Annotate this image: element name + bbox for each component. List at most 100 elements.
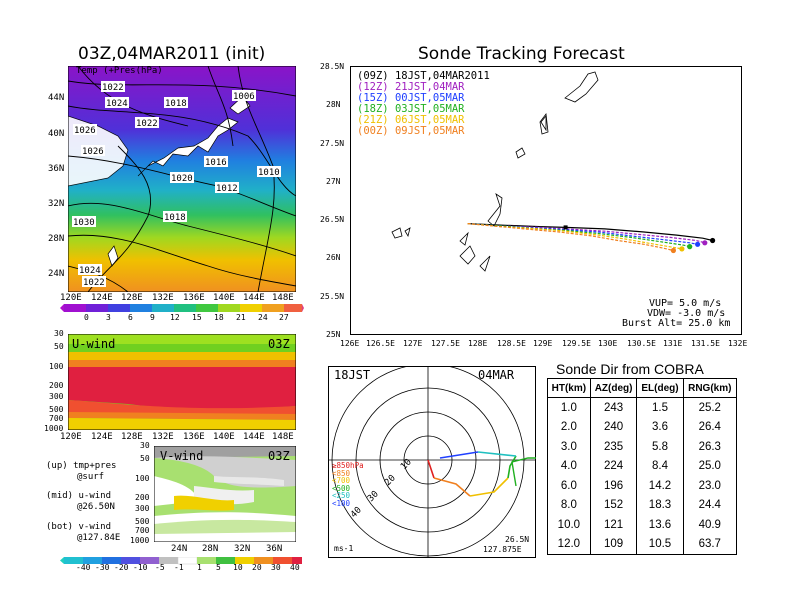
track-plot <box>350 66 742 335</box>
vwind-cb-tick: 10 <box>233 563 243 572</box>
table-cell: 25.0 <box>682 456 738 476</box>
map-lat-label: 40N <box>48 129 65 139</box>
track-endpoint <box>695 241 701 247</box>
legend-text: 06JST,05MAR <box>394 114 465 126</box>
table-cell: 13.6 <box>636 515 684 535</box>
track-lat-label: 28.5N <box>320 62 345 71</box>
isobar-label: 1012 <box>216 184 238 194</box>
temp-cb-tick: 15 <box>192 313 202 322</box>
polar-lon: 127.875E <box>483 545 522 554</box>
table-cell: 23.0 <box>682 476 738 496</box>
map-lon-label: 128E <box>121 293 143 303</box>
left-map-title: 03Z,04MAR2011 (init) <box>78 44 266 64</box>
legend-code: (00Z) <box>357 125 389 137</box>
isobar-label: 1022 <box>102 83 124 93</box>
isobar-label: 1026 <box>74 126 96 136</box>
isobar-label: 1018 <box>165 99 187 109</box>
level-entry: <100 <box>332 498 351 508</box>
vwind-cb-tick: -30 <box>95 563 110 572</box>
table-row: 4.0 224 8.4 25.0 <box>547 456 738 476</box>
isobar-label: 1016 <box>205 158 227 168</box>
track-lat-label: 27.5N <box>320 139 345 148</box>
polar-lat: 26.5N <box>505 535 530 544</box>
table-cell: 5.8 <box>636 437 684 457</box>
map-lat-label: 36N <box>48 164 65 174</box>
table-cell: 240 <box>589 417 638 437</box>
vwind-lat-label: 32N <box>234 544 251 554</box>
table-cell: 26.3 <box>682 437 738 457</box>
uwind-lon-label: 132E <box>152 432 174 442</box>
uwind-label: U-wind <box>72 337 116 351</box>
map-lon-label: 136E <box>183 293 205 303</box>
uwind-p-label: 700 <box>49 414 64 423</box>
track-series-line <box>467 223 713 242</box>
legend-text: 00JST,05MAR <box>394 92 465 104</box>
track-endpoint <box>679 246 685 252</box>
polar-units: ms-1 <box>334 544 354 553</box>
vwind-lat-label: 28N <box>202 544 219 554</box>
vwind-section <box>154 446 296 542</box>
legend-entry: (09Z) 18JST,04MAR2011 <box>357 71 490 82</box>
table-cell: 12.0 <box>547 534 591 555</box>
note-line: @127.84E <box>77 533 121 543</box>
vwind-p-label: 500 <box>135 517 150 526</box>
table-row: 1.0 243 1.5 25.2 <box>547 397 738 418</box>
vwind-p-label: 30 <box>140 441 150 450</box>
track-lat-label: 26N <box>326 253 341 262</box>
uwind-p-label: 50 <box>54 342 64 351</box>
uwind-time: 03Z <box>268 337 290 351</box>
table-cell: 26.4 <box>682 417 738 437</box>
track-lon-label: 126.5E <box>366 339 395 348</box>
track-lon-label: 127.5E <box>431 339 460 348</box>
level-entry: <700 <box>332 476 351 485</box>
temp-cb-tick: 3 <box>106 313 111 322</box>
legend-code: (09Z) <box>357 70 389 82</box>
note-line: @surf <box>77 472 105 482</box>
uwind-lon-label: 120E <box>60 432 82 442</box>
level-entry: ≥850hPa <box>332 461 364 470</box>
table-cell: 235 <box>589 437 638 457</box>
table-cell: 8.4 <box>636 456 684 476</box>
vwind-p-label: 100 <box>135 474 150 483</box>
legend-text: 09JST,05MAR <box>394 125 465 137</box>
isobar-label: 1020 <box>171 174 193 184</box>
temp-cb-tick: 0 <box>84 313 89 322</box>
table-cell: 121 <box>589 515 638 535</box>
uwind-lon-label: 148E <box>272 432 294 442</box>
track-endpoint <box>710 237 716 244</box>
map-lon-label: 132E <box>152 293 174 303</box>
track-lon-label: 130.5E <box>627 339 656 348</box>
note-line: @26.50N <box>77 502 115 512</box>
temp-colorbar <box>60 304 304 312</box>
temp-cb-tick: 27 <box>279 313 289 322</box>
map-lon-label: 144E <box>243 293 265 303</box>
table-cell: 3.6 <box>636 417 684 437</box>
track-lon-label: 130E <box>598 339 618 348</box>
table-cell: 1.5 <box>636 397 684 418</box>
map-lon-label: 120E <box>60 293 82 303</box>
temp-cb-tick: 12 <box>170 313 180 322</box>
table-cell: 109 <box>589 534 638 555</box>
vwind-p-label: 1000 <box>130 536 150 545</box>
vwind-cb-tick: -5 <box>155 563 165 572</box>
vwind-cb-tick: 40 <box>290 563 300 572</box>
table-cell: 63.7 <box>682 534 738 555</box>
table-header-row: HT(km) AZ(deg) EL(deg) RNG(km) <box>547 378 738 398</box>
vwind-cb-tick: -10 <box>133 563 148 572</box>
track-endpoint <box>702 240 708 246</box>
table-cell: 2.0 <box>547 417 591 437</box>
vwind-cb-tick: -1 <box>174 563 184 572</box>
uwind-lon-label: 136E <box>183 432 205 442</box>
legend-entry: (12Z) 21JST,04MAR <box>357 82 490 93</box>
map-lat-label: 44N <box>48 93 65 103</box>
param-vup: VUP= 5.0 m/s <box>649 298 722 309</box>
table-cell: 1.0 <box>547 397 591 418</box>
column-header: HT(km) <box>547 378 591 398</box>
table-cell: 8.0 <box>547 495 591 515</box>
legend-text: 21JST,04MAR <box>394 81 465 93</box>
uwind-lon-label: 140E <box>213 432 235 442</box>
vwind-label: V-wind <box>160 449 204 463</box>
uwind-p-label: 30 <box>54 329 64 338</box>
legend-entry: (21Z) 06JST,05MAR <box>357 115 490 126</box>
param-burst: Burst Alt= 25.0 km <box>622 318 731 329</box>
